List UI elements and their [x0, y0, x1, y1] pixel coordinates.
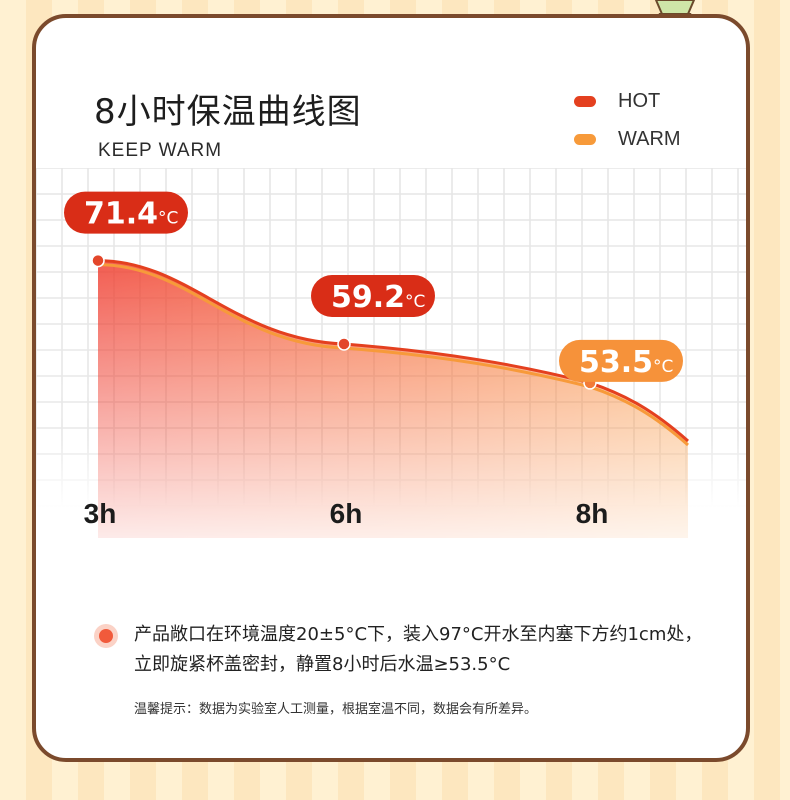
legend-item-hot: HOT: [574, 82, 681, 120]
bullet-dot-icon: [94, 624, 118, 648]
chart-title: 8小时保温曲线图: [94, 92, 362, 132]
chart-card: 8小时保温曲线图 KEEP WARM HOT WARM 71.4°C 59.2°C…: [32, 14, 750, 762]
chart-legend: HOT WARM: [574, 82, 681, 158]
hot-series-line: [97, 259, 689, 443]
legend-label-hot: HOT: [618, 89, 661, 112]
x-tick-label-3h: 3h: [84, 498, 117, 529]
temperature-chart: 71.4°C 59.2°C 53.5°C 3h 6h 8h: [36, 167, 746, 538]
legend-swatch-warm: [574, 133, 596, 145]
value-label-bg-8h: [559, 339, 683, 382]
chart-subtitle: KEEP WARM: [98, 140, 223, 161]
warm-series-line: [97, 263, 689, 447]
note-text: 产品敞口在环境温度20±5°C下，装入97°C开水至内塞下方约1cm处，立即旋紧…: [134, 624, 703, 675]
value-label-6h: 59.2°C: [331, 280, 425, 315]
hot-area: [98, 260, 688, 538]
data-point-3h: [91, 253, 105, 268]
test-condition-note: 产品敞口在环境温度20±5°C下，装入97°C开水至内塞下方约1cm处，立即旋紧…: [94, 620, 712, 680]
legend-swatch-hot: [574, 95, 596, 107]
value-label-bg-3h: [64, 191, 188, 234]
value-label-8h: 53.5°C: [579, 345, 673, 380]
value-label-bg-6h: [311, 274, 435, 317]
x-tick-label-6h: 6h: [330, 498, 363, 529]
data-point-6h: [337, 337, 351, 351]
legend-label-warm: WARM: [618, 127, 681, 150]
tip-text: 温馨提示：数据为实验室人工测量，根据室温不同，数据会有所差异。: [134, 702, 538, 717]
legend-item-warm: WARM: [574, 120, 681, 158]
x-tick-label-8h: 8h: [576, 498, 609, 529]
value-label-3h: 71.4°C: [84, 197, 178, 232]
